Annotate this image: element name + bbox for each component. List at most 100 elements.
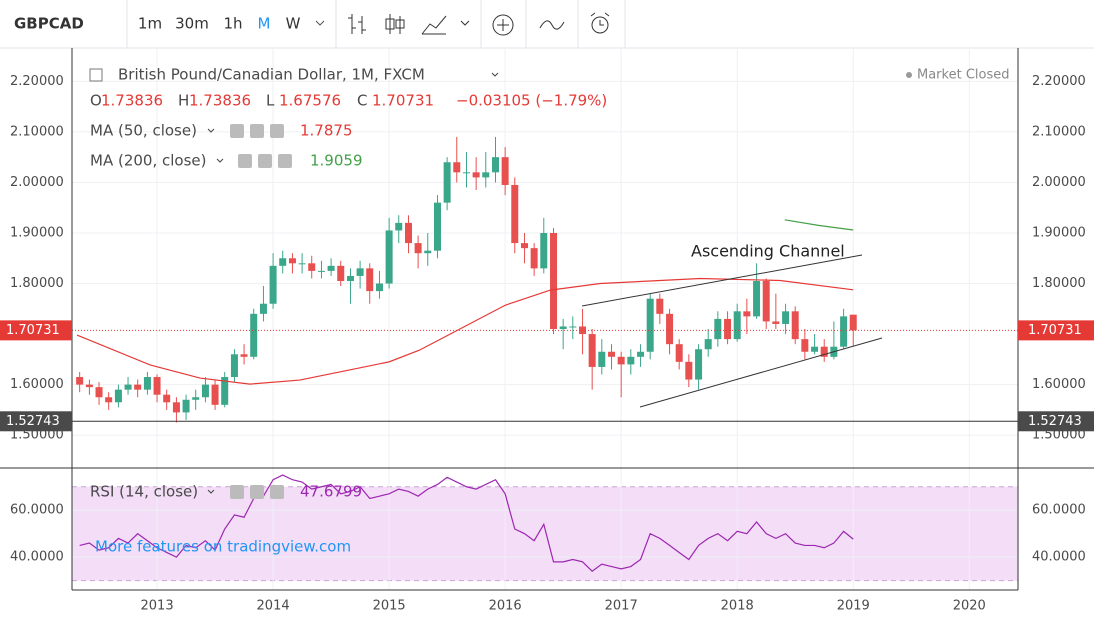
candle-body [134,384,142,390]
x-tick-label: 2019 [837,599,870,614]
candle-body [395,222,403,231]
candle-body [530,248,538,269]
rsi-value: 47.6799 [300,483,362,501]
rsi-band [72,486,1018,581]
x-tick-label: 2014 [257,599,290,614]
y-tick-label: 2.20000 [10,74,64,89]
candle-body [569,326,577,328]
candle-body [385,230,393,284]
candle-body [656,298,664,314]
candle-body [163,394,171,403]
y-tick-label: 1.60000 [1032,377,1086,392]
indicator-dropdown[interactable] [207,128,215,133]
candle-body [463,172,471,174]
rsi-line [79,474,854,573]
ohlc-label: C [357,92,367,110]
legend-title: British Pound/Canadian Dollar, 1M, FXCM [118,66,425,84]
candle-body [337,265,345,281]
candle-body [85,384,93,388]
annotation: Ascending Channel [691,242,845,261]
candle-body [182,399,190,413]
candle-body [772,321,780,324]
ma-settings-icons[interactable] [230,124,292,499]
candle-body [298,263,306,265]
crosshair-label: 1.52743 [6,414,60,429]
indicator-value: 1.9059 [310,152,363,170]
candle-body [414,243,422,254]
bar-style-icons[interactable] [348,14,470,35]
y-tick-label: 1.80000 [10,276,64,291]
interval-button[interactable]: 1m [138,15,162,33]
indicator-icons[interactable] [492,12,610,36]
indicator-dropdown[interactable] [216,158,224,163]
candle-body [714,318,722,340]
watermark[interactable]: More features on tradingview.com [95,538,351,556]
toolbar: GBPCAD [0,0,1094,49]
candle-body [172,402,180,413]
channel-upper [581,254,863,307]
rsi-tick-label: 40.0000 [1032,550,1086,565]
x-tick-label: 2015 [373,599,406,614]
candle-body [743,311,751,317]
plot [72,48,1018,590]
candle-body [849,314,857,331]
crosshair-tag [1018,411,1094,432]
candle-body [327,265,335,271]
candle-body [366,268,374,292]
candle-body [192,397,200,400]
crosshair-tag [0,411,72,432]
candle-body [308,263,316,271]
candle-body [240,354,248,357]
last-price-label: 1.70731 [6,323,60,338]
candle-body [211,384,219,405]
candle-body [588,334,596,367]
symbol-dropdown[interactable] [491,72,499,77]
candle-body [627,356,635,365]
candle-body [143,377,151,390]
candle-body [820,346,828,357]
symbol[interactable]: GBPCAD [14,15,84,33]
candle-body [317,270,325,272]
y-tick-label: 1.60000 [10,377,64,392]
candle-body [105,397,113,403]
interval-button[interactable]: M [258,15,271,33]
x-tick-label: 2016 [489,599,522,614]
indicator-value: 1.7875 [300,122,353,140]
candle-body [695,349,703,380]
y-tick-label: 1.80000 [1032,276,1086,291]
candle-body [288,258,296,264]
candle-body [472,172,480,178]
ohlc-label: H [178,92,189,110]
candle-body [685,361,693,380]
candle-body [617,356,625,365]
ohlc-value: 1.67576 [279,92,341,110]
candle-body [598,351,606,367]
rsi-dropdown[interactable] [207,489,215,494]
x-tick-label: 2018 [721,599,754,614]
interval-dropdown[interactable] [315,20,325,26]
collapse-icon[interactable] [89,68,103,82]
candle-body [801,339,809,352]
interval-button[interactable]: 30m [175,15,209,33]
candle-body [250,313,258,357]
candle-body [453,162,461,173]
x-tick-label: 2017 [605,599,638,614]
candle-body [559,326,567,330]
candle-body [762,280,770,322]
candle-body [521,243,529,249]
candle-body [201,384,209,398]
interval-button[interactable]: 1h [223,15,242,33]
toolbar-bg [0,0,1094,48]
candle-body [492,157,500,173]
candle-body [733,311,741,340]
candle-body [782,311,790,324]
last-price-label: 1.70731 [1028,323,1082,338]
candle-body [646,298,654,352]
rsi-tick-label: 60.0000 [10,503,64,518]
channel-lower [639,337,883,408]
candle-body [230,354,238,378]
interval-button[interactable]: W [286,15,301,33]
indicator-name: MA (50, close) [90,122,197,140]
candle-body [724,318,732,340]
candle-body [540,232,548,269]
